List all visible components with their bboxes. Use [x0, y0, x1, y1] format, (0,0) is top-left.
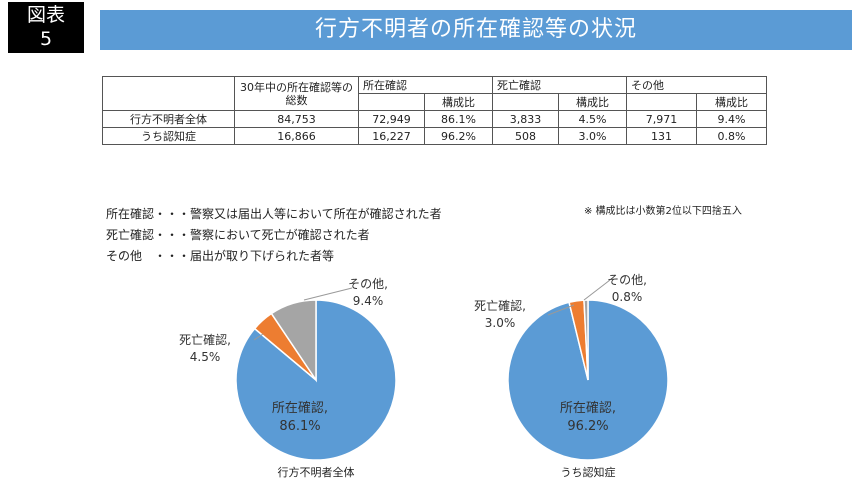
ratio-header: 構成比: [558, 93, 627, 111]
pie-data-label: 0.8%: [612, 290, 643, 304]
definition-confirmed: 所在確認・・・警察又は届出人等において所在が確認された者: [106, 207, 442, 221]
pie-caption: うち認知症: [561, 465, 616, 479]
pie-caption: 行方不明者全体: [278, 465, 355, 479]
group-header-dead: 死亡確認: [492, 76, 627, 94]
confirmed-value: 72,949: [358, 110, 425, 128]
definition-other: その他 ・・・届出が取り下げられた者等: [106, 249, 335, 263]
pie-slice-other: [270, 299, 317, 383]
figure-badge-label: 図表: [26, 4, 65, 26]
dead-ratio: 3.0%: [558, 127, 627, 145]
table-header-row: 30年中の所在確認等の総数 所在確認 死亡確認 その他: [102, 76, 767, 111]
pie-data-label: 4.5%: [190, 350, 221, 364]
pie-data-label: 3.0%: [485, 316, 516, 330]
table-subheader-row: 構成比 構成比 構成比: [103, 93, 767, 111]
total-value: 16,866: [234, 127, 359, 145]
ratio-header: 構成比: [424, 93, 493, 111]
rounding-note: ※ 構成比は小数第2位以下四捨五入: [584, 206, 742, 217]
other-ratio: 0.8%: [696, 127, 767, 145]
confirmed-ratio: 86.1%: [424, 110, 493, 128]
pie-slice-other: [583, 299, 589, 381]
confirmed-value: 16,227: [358, 127, 425, 145]
figure-badge: 図表 5: [8, 2, 84, 53]
confirmed-ratio: 96.2%: [424, 127, 493, 145]
leader-line: [253, 333, 264, 341]
pie-data-label: 死亡確認,: [474, 298, 526, 313]
page-title: 行方不明者の所在確認等の状況: [100, 10, 852, 50]
leader-line: [547, 304, 575, 316]
dead-value: 508: [492, 127, 559, 145]
stats-table: 30年中の所在確認等の総数 所在確認 死亡確認 その他 構成比 構成比 構成比 …: [102, 76, 767, 145]
pie-data-label: 所在確認,: [272, 400, 328, 416]
pie-data-label: 9.4%: [353, 294, 384, 308]
table-row: うち認知症 16,866 16,227 96.2% 508 3.0% 131 0…: [102, 127, 767, 145]
other-value: 131: [626, 127, 697, 145]
pie-data-label: その他,: [607, 273, 647, 287]
pie-data-label: 所在確認,: [560, 400, 616, 416]
definitions-list: 所在確認・・・警察又は届出人等において所在が確認された者 死亡確認・・・警察にお…: [106, 204, 442, 267]
definition-dead: 死亡確認・・・警察において死亡が確認された者: [106, 228, 370, 242]
pie-data-label: その他,: [348, 277, 388, 291]
leader-line: [583, 279, 611, 301]
leader-line: [303, 287, 353, 301]
dead-value: 3,833: [492, 110, 559, 128]
pie-data-label: 86.1%: [279, 419, 320, 434]
figure-badge-number: 5: [39, 28, 53, 50]
pie-data-label: 96.2%: [567, 419, 608, 434]
pie-data-label: 死亡確認,: [179, 332, 231, 347]
row-label: うち認知症: [102, 127, 235, 145]
